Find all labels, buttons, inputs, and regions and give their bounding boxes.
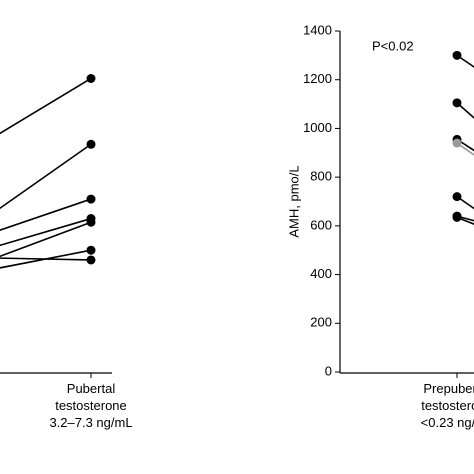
point	[452, 212, 462, 222]
y-tick-label: 200	[310, 315, 332, 330]
point	[452, 192, 462, 202]
point	[86, 194, 96, 204]
series-line	[0, 143, 92, 210]
series-line	[0, 217, 92, 247]
annotation: P<0.02	[372, 38, 414, 53]
y-tick-label: 1200	[303, 71, 332, 86]
series-line	[0, 249, 92, 269]
point	[86, 139, 96, 149]
y-axis-label: AMH, pmo/L	[286, 165, 301, 237]
series-line	[456, 54, 474, 68]
x-tick-label: Prepubertal testosterone <0.23 ng/mL	[420, 381, 474, 430]
y-tick-label: 600	[310, 217, 332, 232]
series-line	[0, 221, 92, 258]
series-line	[0, 198, 92, 231]
y-tick-label: 400	[310, 266, 332, 281]
y-tick-label: 0	[325, 363, 332, 378]
point	[86, 255, 96, 265]
y-tick-label: 800	[310, 169, 332, 184]
series-line	[0, 257, 92, 261]
point	[86, 73, 96, 83]
point	[86, 245, 96, 255]
point	[86, 217, 96, 227]
point	[452, 138, 462, 148]
point	[452, 98, 462, 108]
series-line	[0, 77, 92, 135]
x-tick-label: Pubertal testosterone 3.2–7.3 ng/mL	[49, 381, 133, 430]
point	[452, 50, 462, 60]
series-line	[456, 216, 474, 226]
y-tick-label: 1000	[303, 120, 332, 135]
series-line	[456, 195, 474, 210]
y-tick-label: 1400	[303, 22, 332, 37]
